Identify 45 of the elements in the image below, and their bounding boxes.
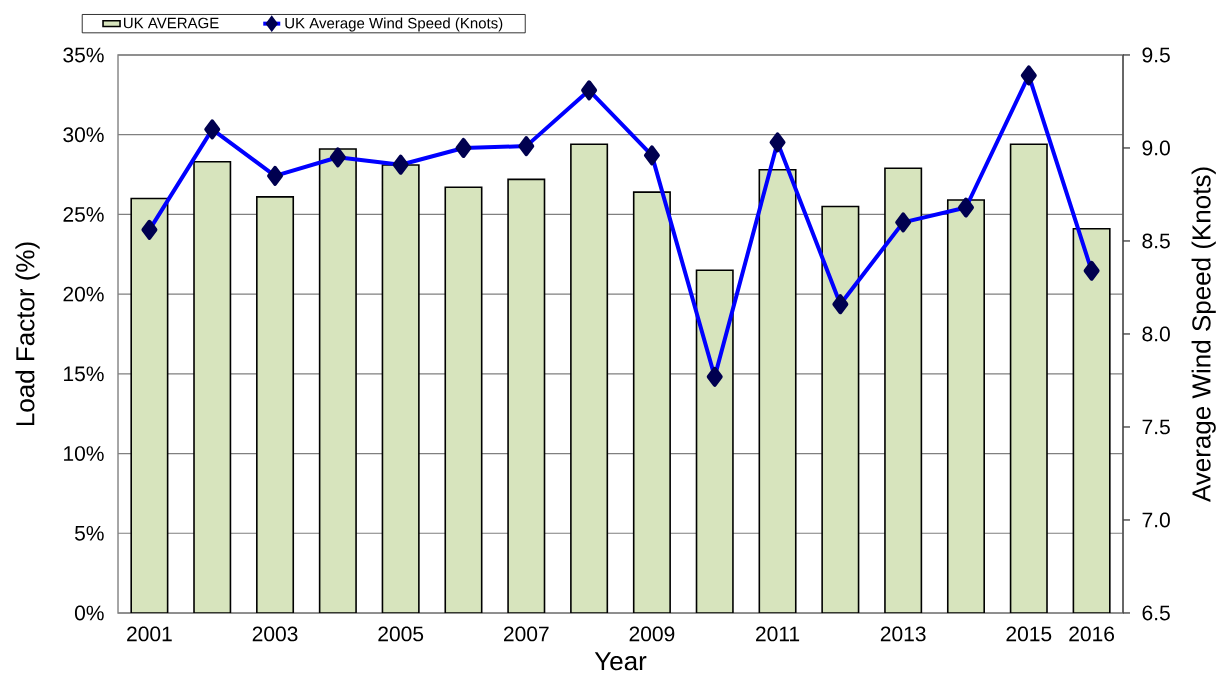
bar [633, 192, 671, 613]
y-tick-label: 25% [63, 206, 104, 222]
y-tick-label: 5% [74, 525, 104, 541]
bar [570, 144, 608, 613]
x-tick-label: 2007 [503, 626, 549, 642]
y2-tick-label: 6.5 [1142, 605, 1170, 621]
bar [508, 179, 545, 613]
y2-tick-label: 9.5 [1142, 47, 1170, 63]
bar [696, 270, 733, 613]
y2-tick-label: 8.5 [1142, 233, 1170, 249]
bar [759, 169, 796, 613]
y2-tick-label: 8.0 [1142, 326, 1170, 342]
bar [382, 164, 419, 613]
bar [131, 198, 168, 613]
y-tick-label: 20% [63, 286, 104, 302]
x-tick-label: 2011 [756, 626, 800, 642]
x-tick-label: 2013 [880, 626, 926, 642]
y-tick-label: 35% [63, 47, 104, 63]
legend-label: UK AVERAGE [123, 17, 219, 29]
bar [1072, 227, 1111, 613]
bar [1010, 144, 1048, 613]
y-axis-title: Load Factor (%) [15, 242, 40, 426]
x-tick-label: 2005 [378, 626, 424, 642]
y-tick-label: 30% [63, 127, 104, 143]
bar [445, 187, 482, 613]
x-tick-label: 2015 [1006, 626, 1052, 642]
y2-tick-label: 7.0 [1142, 512, 1170, 528]
bar [319, 149, 357, 613]
y-tick-label: 10% [64, 446, 104, 461]
y-tick-label: 15% [64, 366, 104, 382]
bar [194, 161, 231, 613]
x-axis-title: Year [594, 652, 647, 671]
x-tick-label: 2009 [629, 626, 675, 642]
bar [822, 206, 859, 613]
x-tick-label: 2016 [1069, 626, 1115, 642]
bar [256, 196, 294, 613]
y2-axis-title: Average Wind Speed (Knots) [1191, 167, 1216, 503]
y-tick-label: 0% [74, 605, 104, 621]
legend-label: UK Average Wind Speed (Knots) [285, 17, 503, 32]
y2-tick-label: 9.0 [1142, 140, 1170, 156]
x-tick-label: 2001 [127, 626, 172, 642]
y2-tick-label: 7.5 [1142, 419, 1170, 435]
bar [884, 168, 922, 613]
bar [947, 200, 985, 613]
x-tick-label: 2003 [252, 626, 298, 642]
